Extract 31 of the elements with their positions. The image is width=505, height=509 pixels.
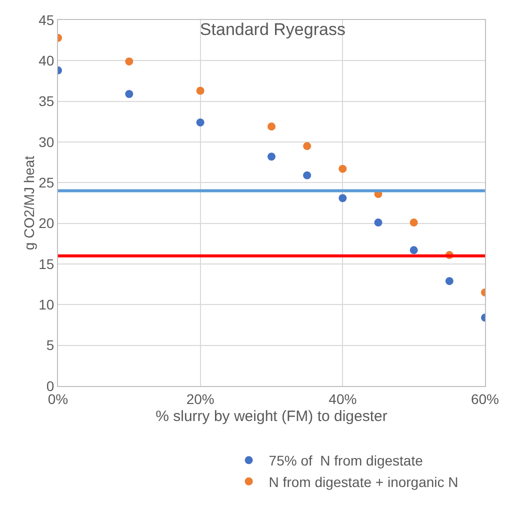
y-axis-title: g CO2/MJ heat — [21, 156, 38, 250]
y-tick-label: 30 — [38, 134, 54, 150]
y-tick-label: 20 — [38, 215, 54, 232]
point — [338, 164, 347, 173]
y-tick-label: 35 — [38, 93, 54, 110]
point — [374, 218, 382, 227]
legend-label: N from digestate + inorganic N — [268, 474, 458, 490]
point — [410, 218, 418, 227]
point — [445, 277, 454, 286]
x-tick-label: 60% — [470, 390, 500, 407]
y-tick-label: 40 — [38, 52, 54, 69]
x-axis-title: % slurry by weight (FM) to digester — [156, 408, 388, 425]
point — [410, 246, 418, 254]
point — [338, 194, 347, 202]
point — [268, 122, 276, 131]
y-tick-label: 5 — [46, 337, 54, 354]
y-tick-label: 45 — [38, 12, 54, 28]
legend-label: 75% of N from digestate — [268, 452, 424, 469]
x-tick-label: 40% — [328, 390, 357, 407]
x-tick-label: 20% — [186, 390, 214, 407]
y-tick-label: 10 — [38, 296, 54, 313]
y-tick-label: 15 — [38, 256, 54, 272]
point — [303, 142, 312, 150]
y-tick-label: 25 — [38, 174, 54, 191]
point — [196, 86, 204, 95]
point — [125, 90, 134, 98]
chart-title: Standard Ryegrass — [200, 20, 346, 39]
point — [125, 57, 134, 66]
point — [196, 118, 204, 126]
point — [303, 171, 312, 180]
point — [268, 152, 276, 161]
